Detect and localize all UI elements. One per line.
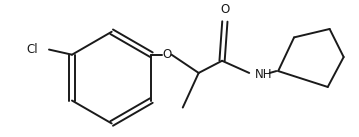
Text: O: O	[162, 48, 172, 61]
Text: Cl: Cl	[26, 43, 38, 56]
Text: O: O	[220, 3, 229, 16]
Text: NH: NH	[255, 68, 272, 81]
